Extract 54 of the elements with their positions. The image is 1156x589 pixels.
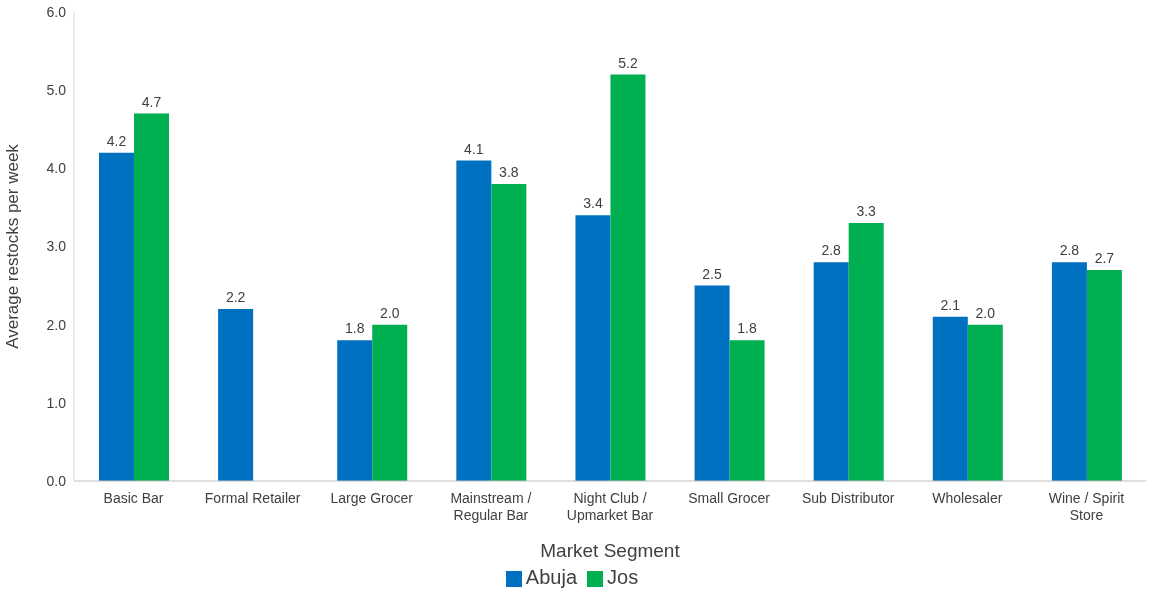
x-tick-label: Wine / Spirit Store bbox=[1048, 490, 1125, 523]
data-label: 2.1 bbox=[940, 296, 961, 313]
x-tick-label: Night Club / Upmarket Bar bbox=[566, 490, 654, 523]
data-label: 4.2 bbox=[106, 132, 127, 149]
bar bbox=[1086, 269, 1122, 481]
legend-label: Abuja bbox=[525, 566, 578, 588]
bar bbox=[456, 160, 492, 481]
data-label: 2.2 bbox=[225, 289, 246, 306]
data-label: 5.2 bbox=[618, 54, 638, 71]
data-label: 2.0 bbox=[975, 304, 996, 321]
x-tick-label: Large Grocer bbox=[330, 490, 414, 506]
y-tick-label: 0.0 bbox=[46, 472, 67, 489]
x-axis-title: Market Segment bbox=[540, 540, 681, 561]
data-label: 3.8 bbox=[499, 163, 519, 180]
y-tick-label: 2.0 bbox=[46, 316, 67, 333]
data-label: 2.7 bbox=[1094, 249, 1115, 266]
bar bbox=[372, 324, 408, 481]
data-label: 2.8 bbox=[821, 242, 842, 259]
data-label: 2.0 bbox=[380, 304, 400, 321]
x-tick-label: Basic Bar bbox=[103, 490, 164, 506]
x-tick-label: Formal Retailer bbox=[204, 490, 301, 506]
y-tick-label: 3.0 bbox=[46, 238, 67, 255]
data-label: 1.8 bbox=[737, 320, 758, 337]
bar bbox=[813, 262, 849, 481]
x-tick-label: Small Grocer bbox=[688, 490, 771, 506]
data-label: 2.5 bbox=[702, 265, 723, 282]
bar bbox=[1051, 262, 1087, 481]
bar bbox=[932, 316, 968, 481]
data-label: 2.8 bbox=[1059, 242, 1080, 259]
y-axis-title: Average restocks per week bbox=[3, 143, 23, 349]
y-tick-label: 4.0 bbox=[46, 160, 67, 177]
x-tick-label: Sub Distributor bbox=[801, 490, 895, 506]
data-label: 1.8 bbox=[345, 320, 365, 337]
y-tick-label: 1.0 bbox=[46, 394, 67, 411]
bar bbox=[99, 152, 135, 481]
bar bbox=[967, 324, 1003, 481]
bar bbox=[491, 183, 527, 481]
data-label: 4.7 bbox=[141, 93, 162, 110]
x-tick-label: Mainstream / Regular Bar bbox=[450, 490, 532, 523]
data-label: 3.3 bbox=[856, 203, 877, 220]
x-tick-label: Wholesaler bbox=[932, 490, 1003, 506]
bar bbox=[134, 113, 170, 481]
bar bbox=[694, 285, 730, 481]
bar bbox=[218, 309, 254, 481]
bar bbox=[848, 223, 884, 481]
bar bbox=[729, 340, 765, 481]
y-tick-label: 5.0 bbox=[46, 82, 67, 99]
y-tick-label: 6.0 bbox=[46, 3, 67, 20]
data-label: 3.4 bbox=[583, 195, 603, 212]
data-label: 4.1 bbox=[464, 140, 484, 157]
bar bbox=[575, 215, 611, 481]
legend-label: Jos bbox=[607, 566, 639, 588]
bar bbox=[337, 340, 373, 481]
bar bbox=[610, 74, 646, 481]
